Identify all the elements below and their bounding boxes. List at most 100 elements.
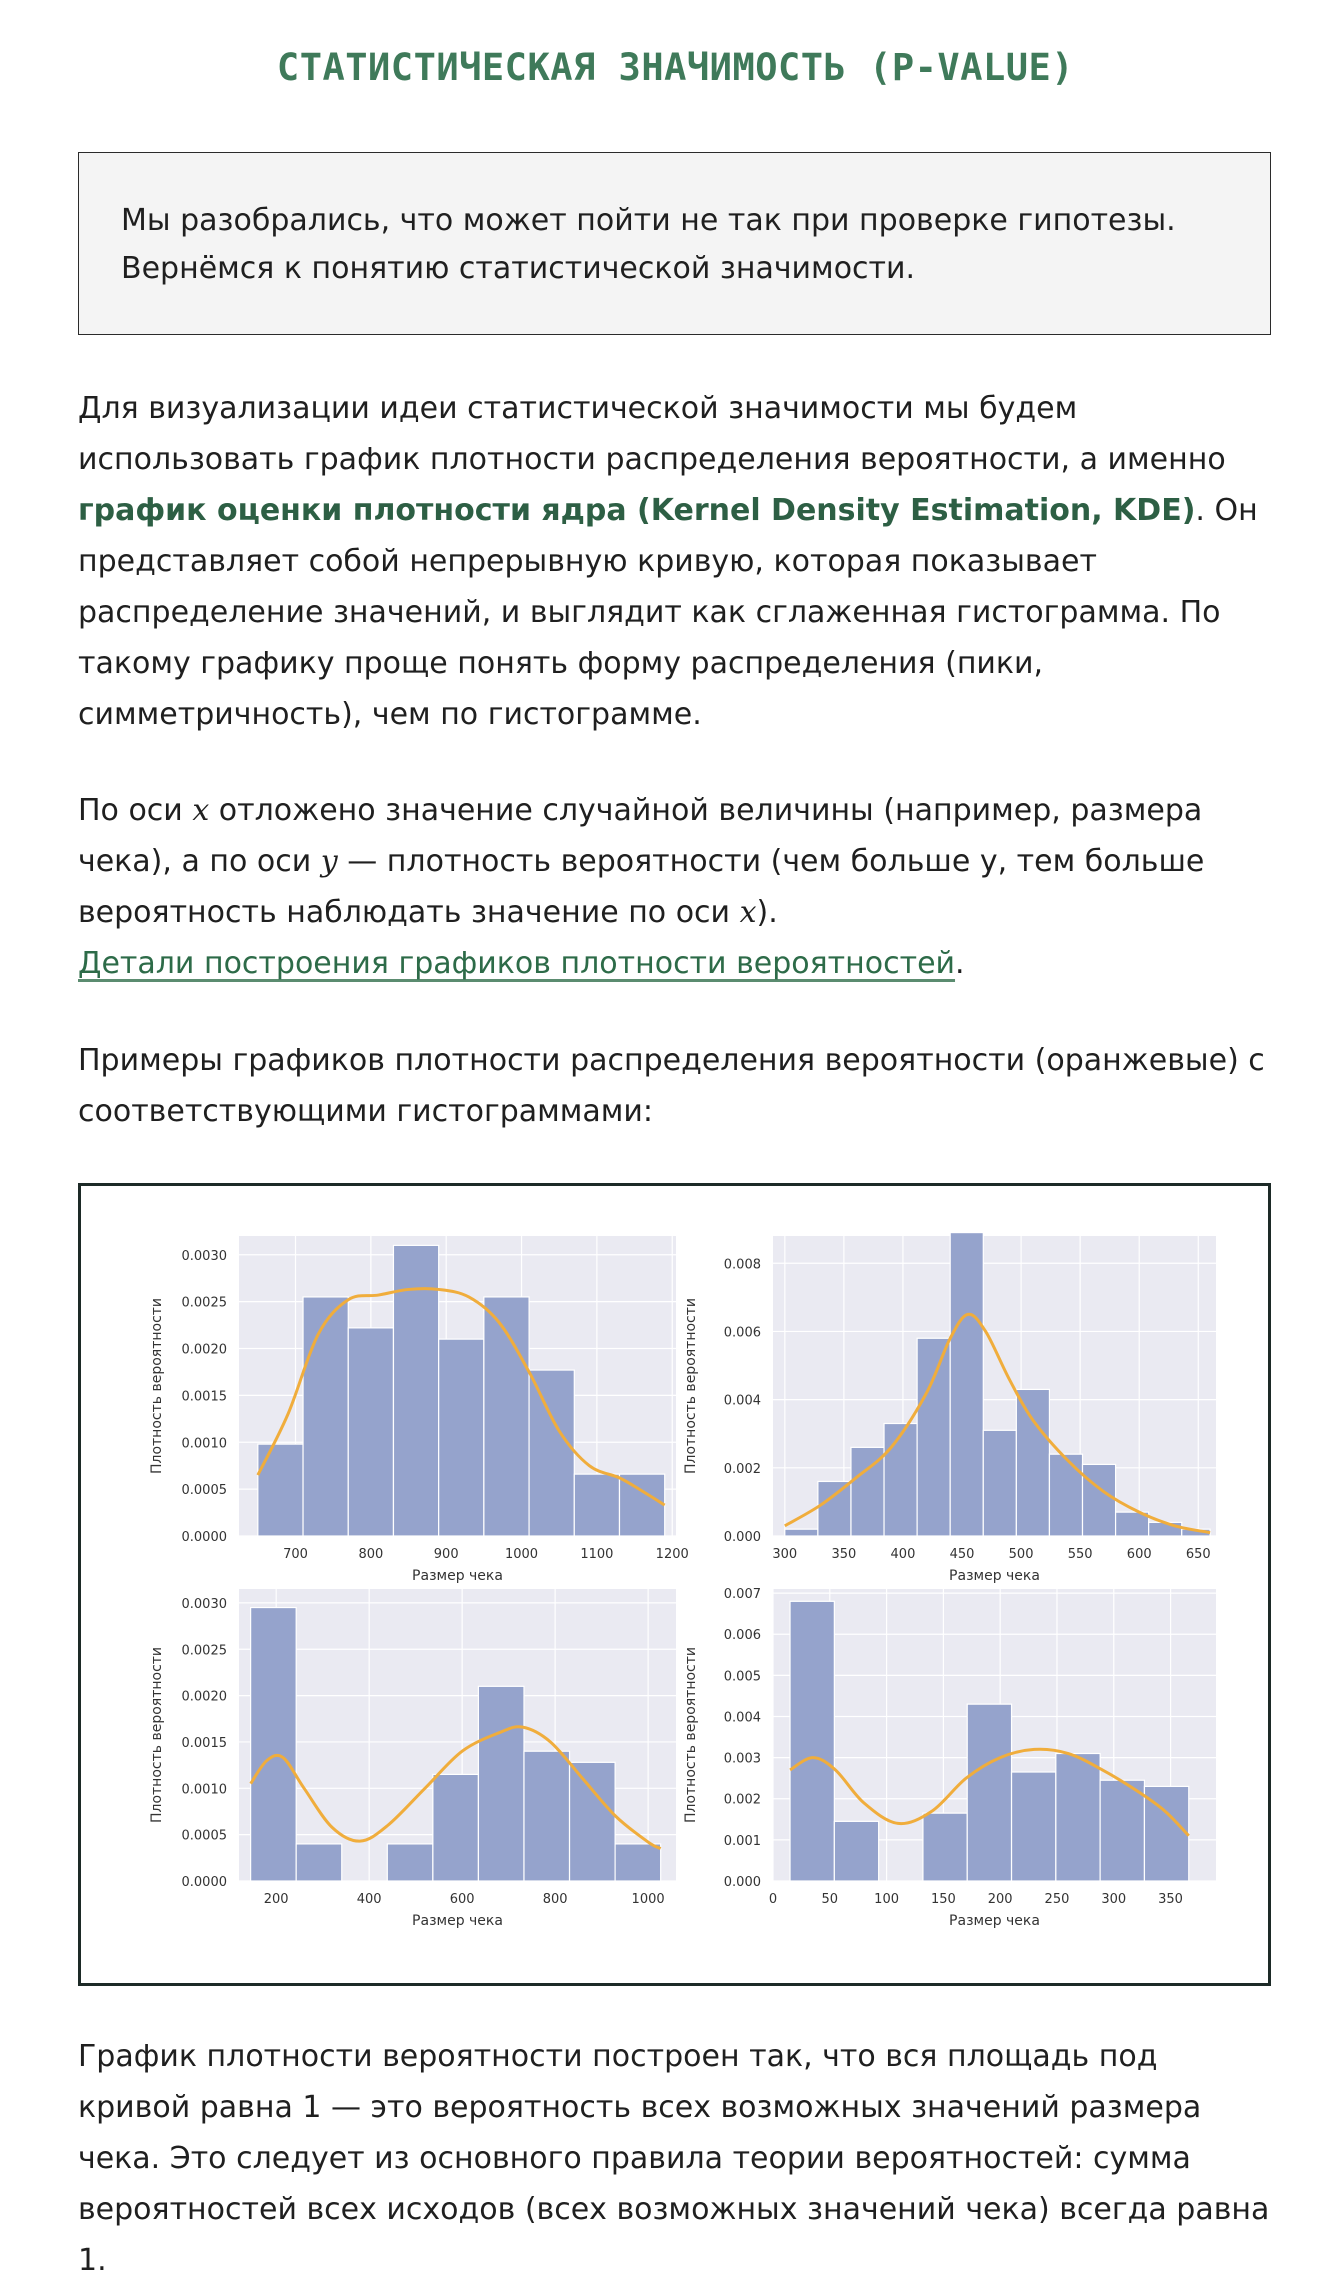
- x-tick-label: 600: [1127, 1547, 1152, 1562]
- y-tick-label: 0.004: [724, 1710, 761, 1725]
- histogram-bar: [784, 1528, 819, 1537]
- histogram-bar: [477, 1685, 525, 1882]
- histogram-bar: [392, 1244, 440, 1537]
- histogram-bar: [1048, 1453, 1084, 1537]
- y-tick-label: 0.0005: [182, 1829, 228, 1844]
- y-tick-label: 0.0025: [182, 1643, 228, 1658]
- section-title: СТАТИСТИЧЕСКАЯ ЗНАЧИМОСТЬ (P-VALUE): [276, 46, 1075, 89]
- x-tick-label: 450: [950, 1547, 975, 1562]
- histogram-bar: [949, 1231, 984, 1537]
- x-axis-label: Размер чека: [412, 1568, 503, 1584]
- kde-figure-svg: 700 800 900 1000 1100 12000.00000.00050.00100…: [149, 1231, 1216, 1929]
- histogram-bar: [883, 1422, 918, 1537]
- y-tick-label: 0.008: [724, 1257, 761, 1272]
- y-tick-label: 0.0020: [182, 1690, 228, 1705]
- details-link[interactable]: Детали построения графиков плотности вер…: [78, 946, 956, 981]
- paragraph-text: ).: [756, 895, 778, 930]
- math-var-y: y: [320, 844, 338, 879]
- x-tick-label: 1000: [505, 1547, 538, 1562]
- histogram-bar: [1099, 1779, 1146, 1882]
- chart-panel-2: 300 350 400 450 500 550 600 650 0.000 0.002 0.004 0…: [683, 1231, 1216, 1584]
- y-tick-label: 0.0010: [182, 1436, 228, 1451]
- y-tick-label: 0.003: [724, 1752, 761, 1767]
- kde-curve: [784, 1312, 1211, 1535]
- paragraph-text: . Он представляет собой непрерывную крив…: [78, 493, 1258, 732]
- y-tick-label: 0.007: [724, 1587, 761, 1602]
- histogram-bar: [438, 1338, 485, 1537]
- y-tick-label: 0.0000: [182, 1530, 228, 1545]
- histogram-bar: [483, 1296, 530, 1537]
- y-tick-label: 0.0030: [182, 1249, 228, 1264]
- paragraph-text: отложено значение случайной величины (на…: [78, 793, 1203, 879]
- x-tick-label: 350: [1158, 1892, 1183, 1907]
- paragraph-examples: Примеры графиков плотности распределения…: [78, 1043, 1265, 1129]
- x-tick-label: 550: [1068, 1547, 1093, 1562]
- y-axis-label: Плотность вероятности: [149, 1647, 165, 1823]
- x-tick-label: 400: [357, 1892, 382, 1907]
- histogram-bar: [817, 1480, 852, 1537]
- histogram-bar: [573, 1473, 621, 1537]
- paragraph-kde-intro: Для визуализации идеи статистической зна…: [78, 383, 1273, 740]
- histogram-bar: [966, 1703, 1013, 1882]
- x-tick-label: 300: [1101, 1892, 1126, 1907]
- histogram-bar: [295, 1843, 343, 1882]
- kde-curve: [789, 1747, 1190, 1837]
- x-tick-label: 500: [1009, 1547, 1034, 1562]
- callout-line-1: Мы разобрались, что может пойти не так п…: [121, 203, 1176, 238]
- histogram-bar: [850, 1446, 885, 1537]
- x-tick-label: 200: [264, 1892, 289, 1907]
- y-tick-label: 0.002: [724, 1793, 761, 1808]
- x-tick-label: 1100: [580, 1547, 613, 1562]
- x-tick-label: 300: [772, 1547, 797, 1562]
- y-tick-label: 0.006: [724, 1325, 761, 1340]
- x-tick-label: 200: [988, 1892, 1013, 1907]
- x-tick-label: 800: [543, 1892, 568, 1907]
- x-tick-label: 900: [434, 1547, 459, 1562]
- x-tick-label: 350: [831, 1547, 856, 1562]
- histogram-bar: [833, 1820, 880, 1882]
- histogram-bar: [789, 1600, 835, 1882]
- histogram-bar: [386, 1843, 434, 1882]
- x-tick-label: 0: [769, 1892, 777, 1907]
- histogram-bar: [618, 1473, 666, 1537]
- y-axis-label: Плотность вероятности: [683, 1647, 699, 1823]
- kde-curve: [249, 1725, 662, 1850]
- x-axis-label: Размер чека: [949, 1568, 1040, 1584]
- histogram-bar: [1148, 1521, 1183, 1537]
- y-axis-label: Плотность вероятности: [683, 1298, 699, 1474]
- histogram-bar: [1010, 1771, 1057, 1882]
- x-tick-label: 250: [1045, 1892, 1070, 1907]
- math-var-x: x: [192, 793, 210, 828]
- x-tick-label: 650: [1186, 1547, 1211, 1562]
- paragraph-text: Для визуализации идеи статистической зна…: [78, 391, 1226, 477]
- paragraph-area-rule: График плотности вероятности построен та…: [78, 2039, 1270, 2278]
- y-tick-label: 0.000: [724, 1530, 761, 1545]
- y-tick-label: 0.0015: [182, 1389, 228, 1404]
- x-tick-label: 100: [874, 1892, 899, 1907]
- x-tick-label: 1000: [632, 1892, 665, 1907]
- x-tick-label: 50: [822, 1892, 839, 1907]
- y-tick-label: 0.0030: [182, 1597, 228, 1612]
- y-tick-label: 0.005: [724, 1669, 761, 1684]
- histogram-bar: [432, 1773, 480, 1882]
- callout-line-2: Вернёмся к понятию статистической значим…: [121, 251, 916, 286]
- y-tick-label: 0.002: [724, 1462, 761, 1477]
- x-tick-label: 150: [931, 1892, 956, 1907]
- chart-panel-1: 700 800 900 1000 1100 1200 0.0000 0.0005 0.0010 0…: [149, 1236, 689, 1584]
- paragraph-text: — плотность вероятности (чем больше y, т…: [78, 844, 1205, 930]
- histogram-bar: [528, 1369, 575, 1537]
- y-tick-label: 0.0025: [182, 1296, 228, 1311]
- paragraph-text: По оси: [78, 793, 193, 828]
- y-tick-label: 0.0005: [182, 1483, 228, 1498]
- callout-note: Мы разобрались, что может пойти не так п…: [78, 152, 1271, 335]
- x-tick-label: 700: [283, 1547, 308, 1562]
- paragraph-text: .: [955, 946, 965, 981]
- histogram-bar: [614, 1843, 662, 1882]
- x-tick-label: 400: [891, 1547, 916, 1562]
- math-var-x: x: [739, 895, 757, 930]
- y-tick-label: 0.0010: [182, 1782, 228, 1797]
- y-tick-label: 0.0020: [182, 1343, 228, 1358]
- histogram-bar: [1081, 1463, 1117, 1537]
- y-tick-label: 0.006: [724, 1628, 761, 1643]
- histogram-bar: [347, 1327, 395, 1537]
